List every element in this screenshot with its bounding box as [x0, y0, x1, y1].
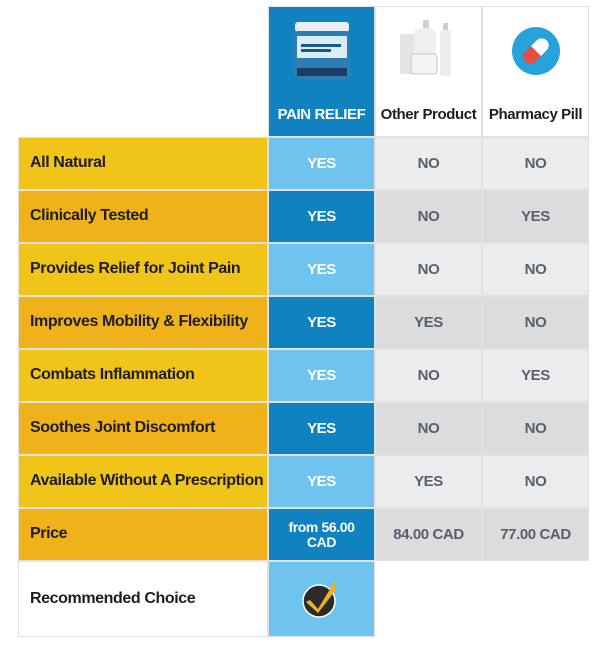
feature-label-provides-relief-for-joint-pain: Provides Relief for Joint Pain — [18, 243, 268, 296]
column-header-pharmacy-pill: Pharmacy Pill — [482, 6, 589, 137]
other-product-value: NO — [375, 190, 482, 243]
price-label: Price — [18, 508, 268, 561]
recommended-label: Recommended Choice — [18, 561, 268, 637]
comparison-table: PAIN RELIEF Other Product Pha — [18, 6, 589, 637]
checkmark-badge-icon — [300, 575, 344, 623]
pharmacy-pill-value: NO — [482, 402, 589, 455]
empty-cell — [482, 561, 589, 637]
column-title: Other Product — [380, 106, 477, 123]
pharmacy-pill-value: NO — [482, 455, 589, 508]
feature-label-soothes-joint-discomfort: Soothes Joint Discomfort — [18, 402, 268, 455]
other-product-value: NO — [375, 243, 482, 296]
pharmacy-pill-value: YES — [482, 349, 589, 402]
pain-relief-price: from 56.00 CAD — [268, 508, 375, 561]
pain-relief-value: YES — [268, 349, 375, 402]
pharmacy-pill-value: NO — [482, 243, 589, 296]
feature-label-clinically-tested: Clinically Tested — [18, 190, 268, 243]
column-title: Pharmacy Pill — [488, 106, 583, 123]
pharmacy-pill-value: NO — [482, 296, 589, 349]
pharmacy-pill-price: 77.00 CAD — [482, 508, 589, 561]
cosmetic-bottles-icon — [389, 17, 469, 85]
feature-label-available-without-a-prescription: Available Without A Prescription — [18, 455, 268, 508]
other-product-value: NO — [375, 137, 482, 190]
recommended-cell — [268, 561, 375, 637]
other-product-value: YES — [375, 296, 482, 349]
pharmacy-pill-value: NO — [482, 137, 589, 190]
feature-label-improves-mobility-flexibility: Improves Mobility & Flexibility — [18, 296, 268, 349]
other-product-value: YES — [375, 455, 482, 508]
pain-relief-value: YES — [268, 137, 375, 190]
pharmacy-pill-value: YES — [482, 190, 589, 243]
empty-cell — [375, 561, 482, 637]
pain-relief-value: YES — [268, 402, 375, 455]
pain-relief-jar-icon — [282, 17, 362, 85]
pain-relief-value: YES — [268, 455, 375, 508]
pain-relief-value: YES — [268, 243, 375, 296]
pain-relief-value: YES — [268, 296, 375, 349]
feature-label-all-natural: All Natural — [18, 137, 268, 190]
pill-capsule-icon — [496, 17, 576, 85]
feature-label-combats-inflammation: Combats Inflammation — [18, 349, 268, 402]
column-title: PAIN RELIEF — [277, 106, 366, 123]
column-header-pain-relief: PAIN RELIEF — [268, 6, 375, 137]
column-header-other-product: Other Product — [375, 6, 482, 137]
other-product-value: NO — [375, 349, 482, 402]
other-product-value: NO — [375, 402, 482, 455]
corner-cell — [18, 6, 268, 137]
pain-relief-value: YES — [268, 190, 375, 243]
other-product-price: 84.00 CAD — [375, 508, 482, 561]
